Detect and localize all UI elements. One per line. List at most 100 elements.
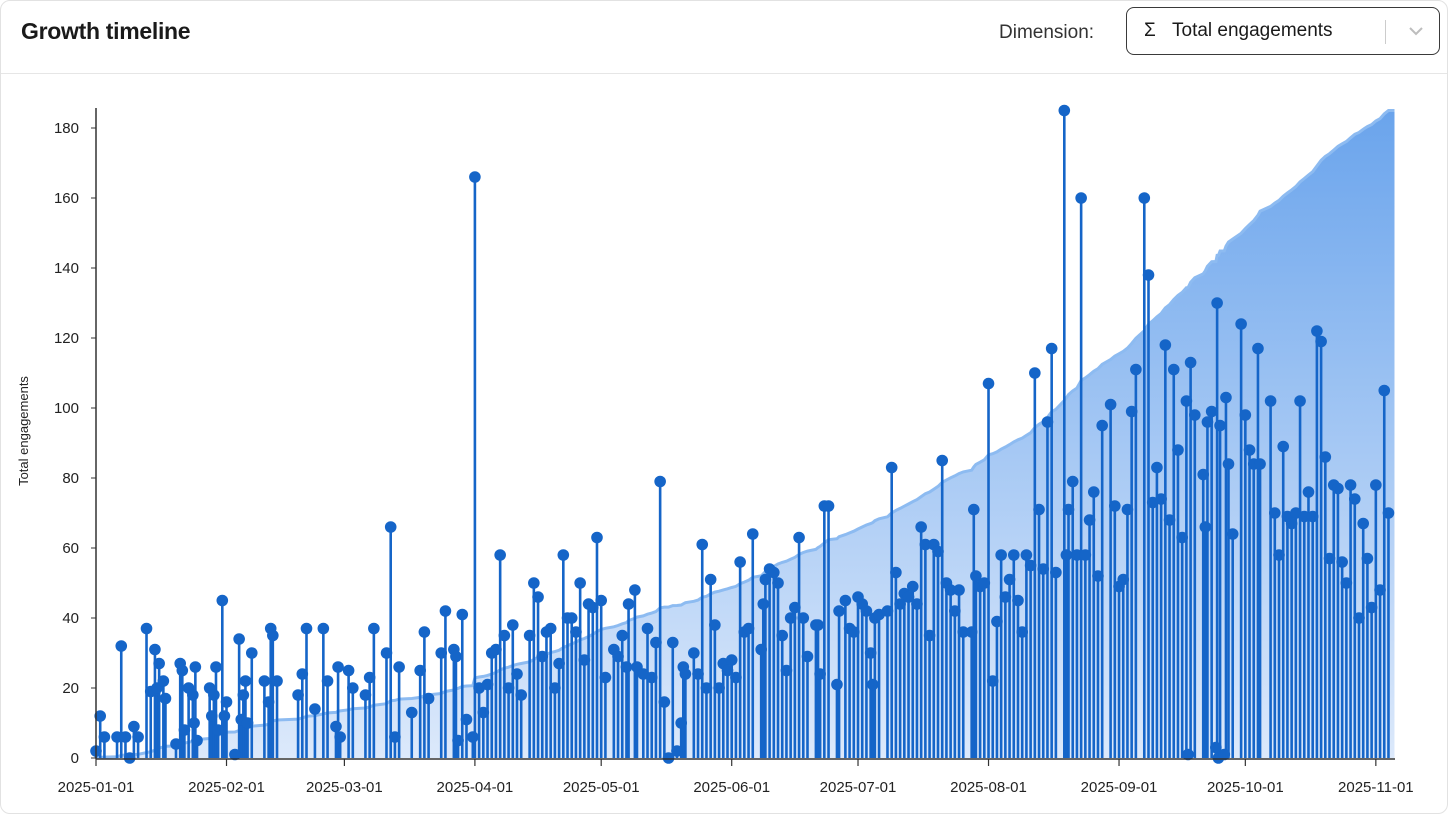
lollipop-dot <box>742 622 755 635</box>
lollipop-dot <box>1075 192 1087 204</box>
lollipop-dot <box>1020 549 1033 561</box>
lollipop-dot <box>1159 339 1172 351</box>
lollipop-dot <box>216 594 229 607</box>
lollipop-dot <box>494 549 506 561</box>
lollipop-dot <box>822 500 835 512</box>
lollipop-dot <box>205 710 218 722</box>
lollipop-dot <box>1041 416 1054 428</box>
lollipop-dot <box>894 598 906 610</box>
lollipop-dot <box>831 678 843 691</box>
lollipop-dot <box>797 612 810 624</box>
lollipop-dot <box>422 692 435 705</box>
lollipop-dot <box>258 675 271 687</box>
lollipop-dot <box>176 664 189 677</box>
lollipop-dot <box>995 549 1007 561</box>
lollipop-dot <box>187 689 199 701</box>
lollipop-dot <box>915 521 927 533</box>
lollipop-dot <box>1210 741 1222 754</box>
lollipop-dot <box>932 545 944 558</box>
lollipop-dot <box>574 577 586 589</box>
lollipop-dot <box>1092 570 1104 582</box>
dropdown-separator <box>1385 20 1386 44</box>
lollipop-dot <box>1167 363 1180 376</box>
y-tick-label: 60 <box>62 540 79 557</box>
lollipop-dot <box>267 629 279 642</box>
lollipop-dot <box>342 664 355 677</box>
lollipop-dot <box>115 640 128 652</box>
lollipop-dot <box>957 626 970 638</box>
lollipop-dot <box>498 629 511 642</box>
lollipop-dot <box>570 626 582 638</box>
lollipop-dot <box>544 622 557 635</box>
lollipop-dot <box>1277 440 1290 453</box>
lollipop-dot <box>149 643 161 656</box>
lollipop-dot <box>292 689 304 701</box>
lollipop-dot <box>1205 405 1218 418</box>
lollipop-dot <box>1029 367 1041 379</box>
x-tick-label: 2025-06-01 <box>693 779 770 796</box>
lollipop-dot <box>881 605 894 617</box>
dimension-label: Dimension: <box>999 22 1095 43</box>
lollipop-dot <box>700 682 713 694</box>
lollipop-dot <box>330 720 342 733</box>
lollipop-dot <box>1062 503 1075 516</box>
lollipop-dot <box>839 594 852 607</box>
lollipop-dot <box>1066 475 1079 488</box>
lollipop-dot <box>523 629 536 642</box>
lollipop-dot <box>1003 573 1016 586</box>
lollipop-dot <box>153 657 165 670</box>
lollipop-dot <box>1323 552 1336 565</box>
y-tick-label: 80 <box>62 470 79 487</box>
lollipop-dot <box>460 713 473 726</box>
lollipop-dot <box>1079 549 1092 561</box>
lollipop-dot <box>864 647 877 659</box>
lollipop-dot <box>650 636 662 649</box>
lollipop-dot <box>949 605 961 617</box>
chevron-down-icon[interactable] <box>1406 21 1426 41</box>
y-tick-label: 0 <box>71 750 79 767</box>
lollipop-dot <box>1125 405 1138 418</box>
lollipop-dot <box>241 717 254 729</box>
lollipop-dot <box>1182 748 1194 761</box>
lollipop-dot <box>991 615 1003 628</box>
lollipop-dot <box>833 605 845 617</box>
lollipop-dot <box>866 678 879 691</box>
lollipop-dot <box>1172 444 1184 456</box>
lollipop-dot <box>1138 192 1151 204</box>
lollipop-dot <box>1285 517 1298 530</box>
cumulative-line <box>95 109 1395 760</box>
lollipop-dot <box>1211 297 1223 309</box>
lollipop-dot <box>140 622 153 635</box>
lollipop-dot <box>599 671 612 684</box>
y-axis-label: Total engagements <box>16 376 31 486</box>
lollipop-dot <box>1142 269 1155 281</box>
lollipop-dot <box>332 661 344 673</box>
lollipop-dot <box>780 664 793 677</box>
lollipop-dot <box>776 629 789 642</box>
lollipop-dot <box>450 650 462 663</box>
dimension-dropdown[interactable]: Σ Total engagements <box>1126 7 1440 55</box>
lollipop-dot <box>970 570 982 582</box>
lollipop-dot <box>515 689 528 701</box>
lollipop-dot <box>1273 549 1285 561</box>
lollipop-dot <box>553 657 565 670</box>
lollipop-dot <box>1332 482 1344 495</box>
x-tick-label: 2025-09-01 <box>1081 779 1158 796</box>
lollipop-dot <box>586 601 599 614</box>
lollipop-dot <box>1058 104 1071 117</box>
lollipop-dot <box>1016 626 1028 638</box>
lollipop-dot <box>1365 601 1378 614</box>
lollipop-dot <box>405 706 418 719</box>
lollipop-dot <box>671 745 683 757</box>
y-tick-label: 160 <box>54 190 79 207</box>
lollipop-dot <box>1218 748 1231 761</box>
lollipop-dot <box>1302 486 1315 498</box>
lollipop-dot <box>1220 391 1232 404</box>
lollipop-dot <box>132 731 144 743</box>
lollipop-dot <box>860 605 873 617</box>
x-tick-label: 2025-01-01 <box>58 779 135 796</box>
lollipop-dot <box>502 682 515 694</box>
lollipop-dot <box>620 661 633 673</box>
lollipop-dot <box>317 622 330 635</box>
